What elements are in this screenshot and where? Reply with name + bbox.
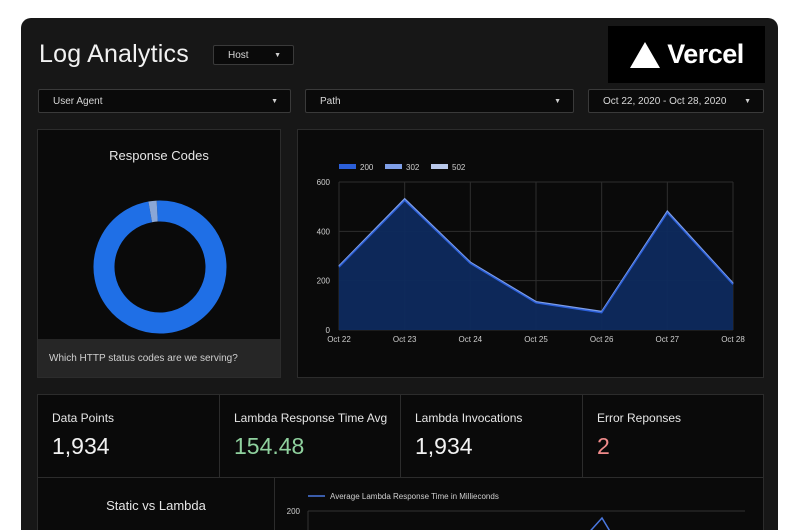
page-title: Log Analytics	[39, 40, 189, 68]
chevron-down-icon: ▼	[271, 98, 278, 105]
host-dropdown[interactable]: Host ▼	[213, 45, 294, 65]
metric-value: 2	[597, 433, 610, 459]
triangle-logo-icon	[630, 41, 661, 68]
metric-data-points: Data Points 1,934	[38, 395, 220, 478]
x-tick-label: Oct 22	[327, 335, 351, 344]
metric-error-responses: Error Reponses 2	[583, 395, 765, 478]
response-codes-title: Response Codes	[109, 148, 209, 163]
metric-label: Lambda Invocations	[415, 411, 523, 425]
x-tick-label: Oct 26	[590, 335, 614, 344]
x-tick-label: Oct 23	[393, 335, 417, 344]
metrics-row: Data Points 1,934 Lambda Response Time A…	[37, 394, 764, 478]
lambda-response-chart: Average Lambda Response Time in Millieco…	[287, 492, 745, 530]
legend-swatch-302	[385, 164, 402, 169]
response-codes-donut	[93, 200, 227, 334]
metric-value: 1,934	[415, 433, 473, 459]
response-area-chart-panel: 0 200 400 600 Oct 22 Oct 23 Oct 24 Oct 25 Oct 26…	[297, 129, 764, 378]
metric-value: 1,934	[52, 433, 110, 459]
user-agent-dropdown[interactable]: User Agent ▼	[38, 89, 291, 113]
lambda-line	[590, 516, 611, 530]
vercel-logo: Vercel	[608, 26, 765, 83]
y-tick-label: 200	[317, 277, 331, 286]
response-codes-footer: Which HTTP status codes are we serving?	[38, 339, 280, 377]
response-area-chart: 0 200 400 600 Oct 22 Oct 23 Oct 24 Oct 25 Oct 26…	[317, 163, 746, 344]
metric-label: Data Points	[52, 411, 115, 425]
user-agent-dropdown-label: User Agent	[53, 95, 103, 107]
date-range-label: Oct 22, 2020 - Oct 28, 2020	[603, 95, 727, 107]
series-line-302	[338, 197, 734, 313]
y-tick-label: 600	[317, 178, 331, 187]
series-line-200	[338, 199, 734, 314]
response-codes-panel: Response Codes Which HTTP status codes a…	[37, 129, 281, 378]
static-vs-lambda-title: Static vs Lambda	[106, 498, 206, 513]
chevron-down-icon: ▼	[554, 98, 561, 105]
chevron-down-icon: ▼	[744, 98, 751, 105]
x-tick-label: Oct 28	[721, 335, 745, 344]
donut-slice-200	[93, 200, 227, 334]
legend-swatch-200	[339, 164, 356, 169]
y-tick-label: 0	[326, 326, 331, 335]
legend-lambda: Average Lambda Response Time in Millieco…	[330, 492, 499, 501]
x-tick-label: Oct 27	[656, 335, 680, 344]
y-tick-label: 200	[287, 507, 301, 516]
static-vs-lambda-panel: Static vs Lambda	[37, 477, 275, 530]
legend-label-302: 302	[406, 163, 420, 172]
metric-lambda-invocations: Lambda Invocations 1,934	[401, 395, 583, 478]
dashboard-frame: Log Analytics Host ▼ Vercel User Agent ▼…	[21, 18, 778, 530]
chevron-down-icon: ▼	[274, 52, 281, 59]
legend-label-200: 200	[360, 163, 374, 172]
lambda-response-chart-panel: Average Lambda Response Time in Millieco…	[274, 477, 764, 530]
logo-text: Vercel	[667, 39, 744, 69]
y-tick-label: 400	[317, 227, 331, 236]
metric-label: Error Reponses	[597, 411, 682, 425]
x-tick-label: Oct 24	[459, 335, 483, 344]
x-tick-label: Oct 25	[524, 335, 548, 344]
legend-swatch-502	[431, 164, 448, 169]
date-range-dropdown[interactable]: Oct 22, 2020 - Oct 28, 2020 ▼	[588, 89, 764, 113]
metric-label: Lambda Response Time Avg	[234, 411, 388, 425]
metric-lambda-response-time: Lambda Response Time Avg 154.48	[220, 395, 401, 478]
metric-value: 154.48	[234, 433, 305, 459]
host-dropdown-label: Host	[228, 49, 249, 61]
path-dropdown[interactable]: Path ▼	[305, 89, 574, 113]
legend-label-502: 502	[452, 163, 466, 172]
path-dropdown-label: Path	[320, 95, 341, 107]
donut-slice-other	[148, 200, 158, 223]
